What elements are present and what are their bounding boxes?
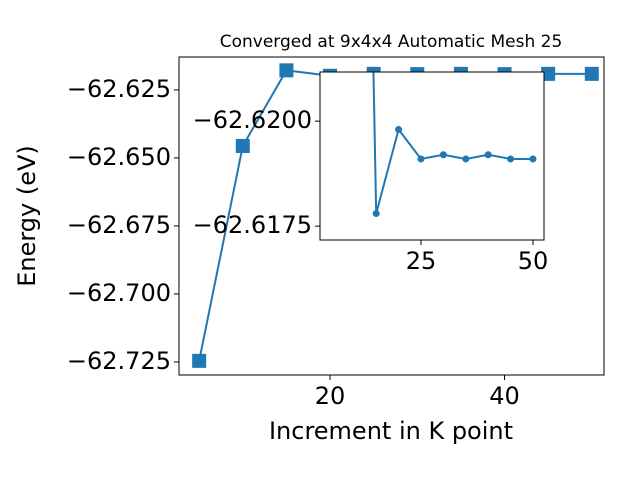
x-tick-label: 40 [489,382,520,410]
chart-title: Converged at 9x4x4 Automatic Mesh 25 [220,32,563,52]
marker [484,151,492,159]
plot-clip [372,72,537,218]
marker [235,138,250,153]
y-tick-label: −62.625 [67,75,171,103]
y-tick-label: −62.675 [67,211,171,239]
axes-frame [319,71,545,241]
y-tick-label: −62.725 [67,347,171,375]
marker [439,151,447,159]
marker [529,155,537,163]
marker [395,126,403,134]
y-tick-label: −62.700 [67,279,171,307]
axes-frame [178,56,605,376]
marker [372,210,380,218]
marker [541,66,556,81]
y-tick-label: −62.6200 [193,106,312,134]
y-tick-label: −62.650 [67,143,171,171]
marker [192,353,207,368]
y-axis-label: Energy (eV) [13,145,41,287]
x-axis-label: Increment in K point [269,417,513,445]
x-tick-label: 50 [518,247,549,275]
marker [417,155,425,163]
x-tick-label: 20 [315,382,346,410]
series-line [372,72,533,214]
marker [507,155,515,163]
marker [584,66,599,81]
x-tick-label: 25 [406,247,437,275]
y-tick-label: −62.6175 [193,211,312,239]
marker [279,63,294,78]
marker [462,155,470,163]
plot-area: 25 50 −62.6175 −62.6200 [193,71,549,275]
